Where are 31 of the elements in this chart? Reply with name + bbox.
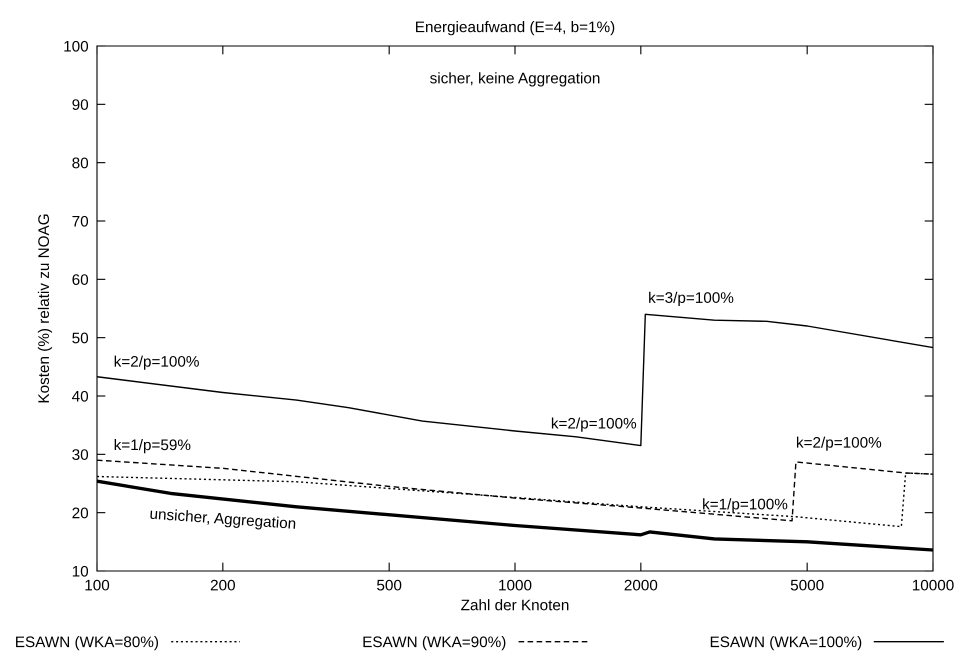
legend-label: ESAWN (WKA=80%) [16,636,158,650]
y-tick-label: 60 [72,274,88,286]
annotation: k=3/p=100% [649,292,734,306]
y-tick-label: 100 [64,40,88,52]
x-tick-label: 2000 [624,580,658,591]
x-tick-label: 10000 [912,580,954,591]
legend-label: ESAWN (WKA=100%) [710,636,862,650]
y-tick-label: 70 [72,216,88,227]
y-tick-label: 40 [72,390,88,402]
y-tick-label: 90 [72,99,88,110]
annotation: unsicher, Aggregation [150,508,296,532]
y-tick-label: 20 [72,508,88,518]
x-tick-label: 200 [210,580,235,591]
annotation: k=1/p=100% [703,498,788,512]
x-tick-label: 100 [85,580,110,591]
y-tick-label: 10 [72,566,88,577]
annotation: k=1/p=59% [114,438,190,454]
annotation: k=2/p=100% [796,436,882,451]
chart-title: Energieaufwand (E=4, b=1%) [416,21,614,36]
annotation: k=2/p=100% [114,356,199,370]
y-tick-label: 30 [72,449,88,460]
x-tick-label: 500 [377,580,402,591]
annotation: k=2/p=100% [552,417,636,432]
legend-label: ESAWN (WKA=90%) [363,636,506,650]
x-axis-title: Zahl der Knoten [461,599,568,610]
x-tick-label: 1000 [499,580,532,591]
y-tick-label: 80 [72,158,88,168]
x-tick-label: 5000 [790,580,824,591]
y-tick-label: 50 [72,332,88,344]
annotation: sicher, keine Aggregation [430,72,600,86]
y-axis-title: Kosten (%) relativ zu NOAG [38,214,52,402]
